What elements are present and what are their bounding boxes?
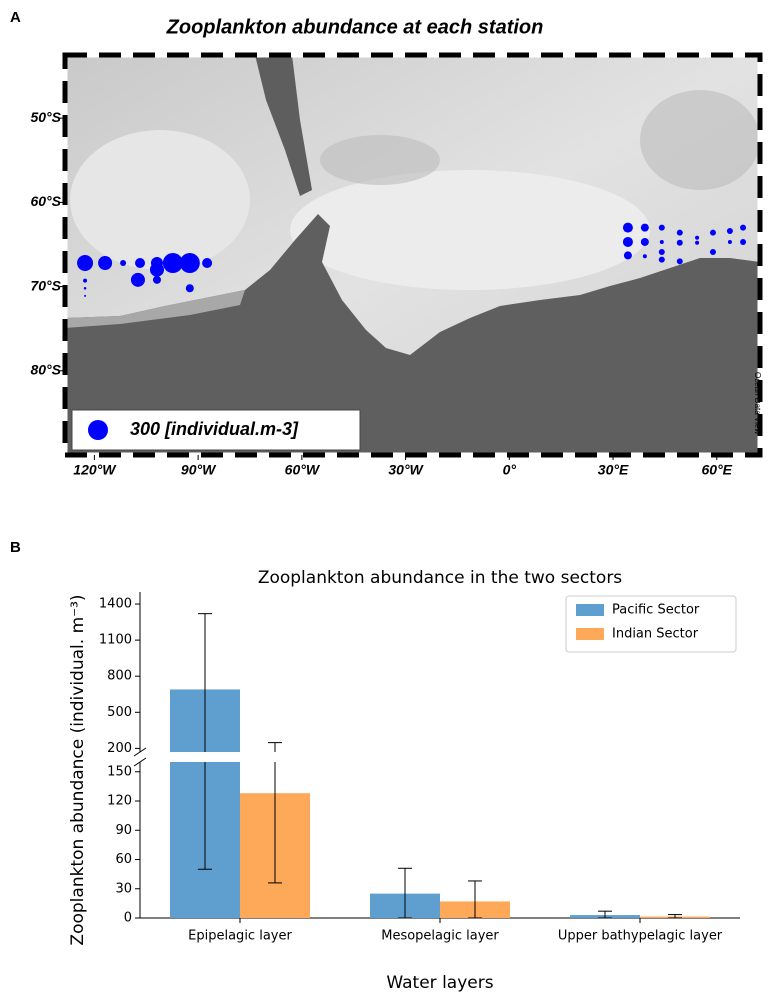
legend-swatch xyxy=(576,628,604,640)
x-tick-label: 60°W xyxy=(285,462,321,478)
figure: A Zooplankton abundance at each station … xyxy=(0,0,770,995)
station-bubble xyxy=(677,240,683,246)
y-tick-label: 0 xyxy=(124,911,132,926)
station-bubble xyxy=(180,253,200,273)
x-tick-label: Upper bathypelagic layer xyxy=(558,929,723,944)
x-tick-label: 30°E xyxy=(598,462,629,478)
legend-label: Pacific Sector xyxy=(612,603,700,618)
station-bubble xyxy=(98,256,112,270)
station-bubble xyxy=(120,260,126,266)
station-bubble xyxy=(186,284,194,292)
y-tick-label: 1100 xyxy=(99,633,132,648)
bar xyxy=(370,769,440,772)
y-tick-label: 1400 xyxy=(99,597,132,612)
station-bubble xyxy=(202,258,212,268)
y-tick-label: 70°S xyxy=(30,277,61,293)
station-bubble xyxy=(677,258,683,264)
station-bubble xyxy=(695,241,699,245)
panel-label: A xyxy=(10,9,21,26)
y-axis-label: Zooplankton abundance (individual. m⁻³) xyxy=(68,594,88,945)
station-bubble xyxy=(83,279,87,283)
station-bubble xyxy=(659,225,665,231)
station-bubble xyxy=(84,287,87,290)
station-bubble xyxy=(728,240,732,244)
station-bubble xyxy=(710,230,716,236)
x-tick-label: Mesopelagic layer xyxy=(381,929,499,944)
size-legend-label: 300 [individual.m-3] xyxy=(130,419,299,439)
y-tick-label: 60 xyxy=(115,852,132,867)
station-bubble xyxy=(623,223,633,233)
size-legend-bubble xyxy=(88,420,108,440)
station-bubble xyxy=(695,236,699,240)
legend-swatch xyxy=(576,604,604,616)
bar xyxy=(440,770,510,772)
station-bubble xyxy=(643,254,647,258)
y-tick-label: 200 xyxy=(107,741,132,756)
y-tick-label: 150 xyxy=(107,764,132,779)
station-bubble xyxy=(740,239,746,245)
x-axis-label: Water layers xyxy=(386,973,493,993)
x-tick-label: 90°W xyxy=(181,462,217,478)
legend-label: Indian Sector xyxy=(612,627,699,642)
x-tick-label: 120°W xyxy=(73,462,117,478)
y-tick-label: 80°S xyxy=(30,361,61,377)
station-bubble xyxy=(153,276,161,284)
y-tick-label: 800 xyxy=(107,669,132,684)
station-bubble xyxy=(623,237,633,247)
y-tick-label: 60°S xyxy=(30,193,61,209)
station-bubble xyxy=(710,249,716,255)
bar-title: Zooplankton abundance in the two sectors xyxy=(258,568,622,588)
x-tick-label: 60°E xyxy=(702,462,733,478)
station-bubble xyxy=(150,263,164,277)
station-bubble xyxy=(740,225,746,231)
panel-label: B xyxy=(10,539,21,556)
y-tick-label: 500 xyxy=(107,705,132,720)
station-bubble xyxy=(660,240,664,244)
y-tick-label: 50°S xyxy=(30,109,61,125)
credit: Ocean Data View xyxy=(753,372,762,434)
station-bubble xyxy=(131,273,145,287)
x-tick-label: 0° xyxy=(503,462,517,478)
station-bubble xyxy=(77,255,93,271)
station-bubble xyxy=(727,228,733,234)
station-bubble xyxy=(624,251,632,259)
map-title: Zooplankton abundance at each station xyxy=(166,16,544,38)
x-tick-label: 30°W xyxy=(388,462,424,478)
station-bubble xyxy=(677,230,683,236)
station-bubble xyxy=(659,257,665,263)
station-bubble xyxy=(659,249,665,255)
station-bubble xyxy=(641,238,649,246)
station-bubble xyxy=(135,258,145,268)
station-bubble xyxy=(84,295,86,297)
station-bubble xyxy=(641,224,649,232)
y-tick-label: 30 xyxy=(115,881,132,896)
y-tick-label: 120 xyxy=(107,794,132,809)
y-tick-label: 90 xyxy=(115,823,132,838)
x-tick-label: Epipelagic layer xyxy=(188,929,292,944)
